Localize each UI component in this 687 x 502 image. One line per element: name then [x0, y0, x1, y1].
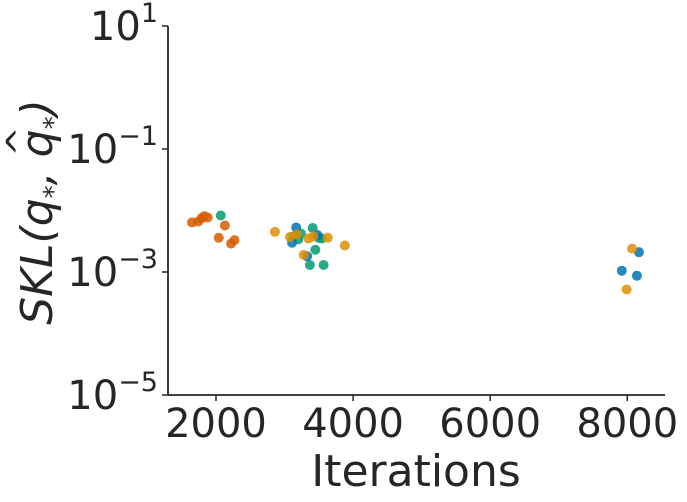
y-tick-label: 10−3 [67, 244, 158, 296]
data-point [621, 284, 632, 295]
data-point [616, 265, 627, 276]
y-axis-title-q1: q [12, 198, 63, 226]
data-point [202, 212, 213, 223]
data-point [627, 243, 638, 254]
y-axis-title-comma: , [12, 157, 63, 185]
data-point [219, 220, 230, 231]
data-point [307, 222, 318, 233]
data-point [322, 232, 333, 243]
y-tick-label: 10−5 [67, 367, 158, 419]
y-axis-title-base: SKL( [12, 224, 63, 324]
data-point [339, 240, 350, 251]
data-point [213, 232, 224, 243]
y-axis-title-hat: ^ [0, 126, 41, 156]
data-point [631, 270, 642, 281]
data-point [304, 259, 315, 270]
y-axis-title-sub1: * [39, 185, 69, 198]
y-axis-title-close: ) [12, 99, 63, 119]
x-tick-label: 4000 [302, 401, 404, 447]
data-point [229, 235, 240, 246]
x-tick-label: 6000 [439, 401, 541, 447]
y-tick-label: 101 [90, 0, 158, 50]
data-point [298, 249, 309, 260]
y-axis-title: SKL(q*, q*) [12, 99, 69, 325]
tick-labels: 2000 4000 6000 8000 10−5 10−3 10−1 101 [67, 0, 678, 447]
data-point [291, 229, 302, 240]
data-point [318, 259, 329, 270]
data-point [308, 231, 319, 242]
data-point [215, 210, 226, 221]
data-point [269, 226, 280, 237]
data-points [186, 210, 644, 295]
y-tick-label: 10−1 [67, 121, 158, 173]
x-axis-title: Iterations [311, 446, 521, 497]
x-tick-label: 8000 [576, 401, 678, 447]
series-2 [287, 222, 644, 281]
y-axis-title-q2: q [12, 129, 63, 157]
x-tick-label: 2000 [165, 401, 267, 447]
axes [162, 25, 665, 401]
y-axis-title-sub2: * [39, 116, 69, 129]
series-3 [269, 226, 638, 295]
series-0 [186, 211, 240, 249]
data-point [310, 244, 321, 255]
